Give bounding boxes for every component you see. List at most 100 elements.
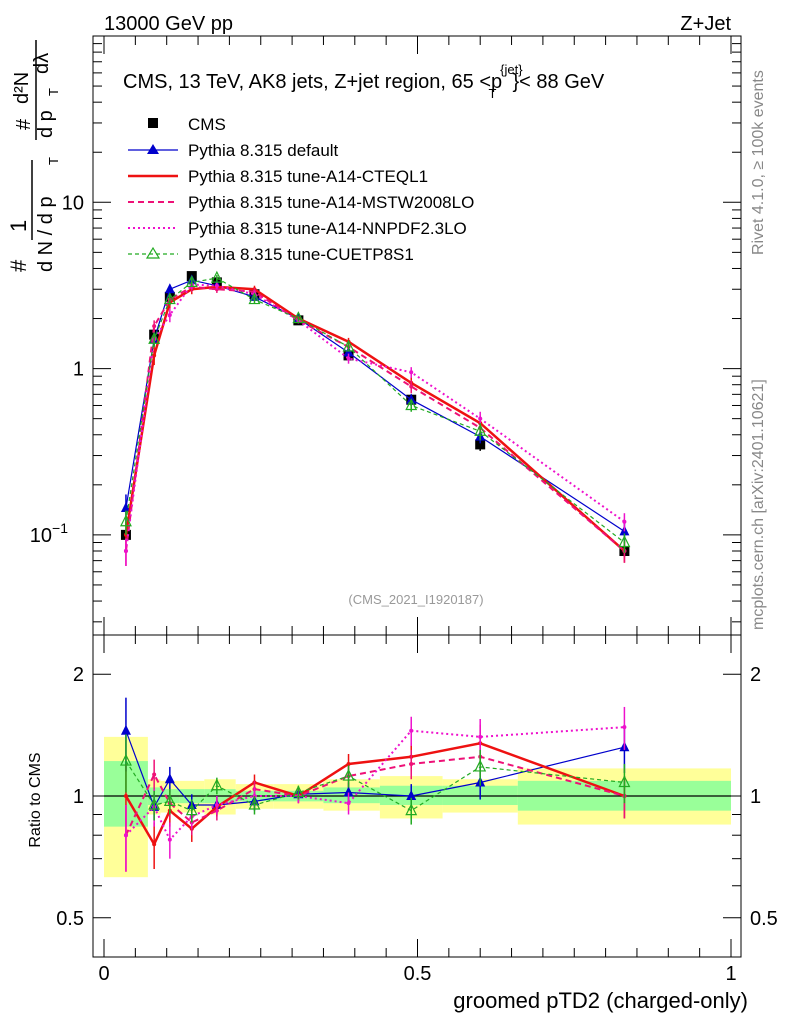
ratio-point-cuetp8s1 — [163, 794, 176, 806]
ylabel-dpt-sub: T — [46, 88, 61, 96]
ratio-point-cuetp8s1 — [292, 785, 305, 798]
legend-label-nnpdf: Pythia 8.315 tune-A14-NNPDF2.3LO — [188, 219, 467, 238]
ylabel-dpt: d p — [35, 110, 57, 138]
x-axis-label: groomed pTD2 (charged-only) — [453, 988, 748, 1013]
data-point-mstw — [409, 384, 414, 389]
ratio-point-cuetp8s1 — [119, 753, 132, 766]
legend-label-default: Pythia 8.315 default — [188, 141, 339, 160]
data-point-cuetp8s1 — [148, 331, 161, 344]
mcplots-label: mcplots.cern.ch [arXiv:2401.10621] — [750, 379, 767, 630]
ylabel-dn-sub: T — [46, 157, 61, 165]
main-y-tick-label: 10−1 — [30, 520, 68, 547]
plot-title-tail: }< 88 GeV — [513, 71, 605, 93]
data-point-cteql1 — [152, 353, 157, 358]
legend-marker-cuetp8s1 — [145, 246, 161, 259]
ratio-y-tick-label-right: 2 — [750, 664, 761, 686]
data-point-nnpdf — [167, 313, 172, 318]
plot-title-main: CMS, 13 TeV, AK8 jets, Z+jet region, 65 … — [123, 71, 502, 93]
legend-label-cms: CMS — [188, 115, 226, 134]
energy-label: 13000 GeV pp — [104, 13, 233, 35]
series-line-cuetp8s1 — [125, 277, 625, 543]
legend: CMS Pythia 8.315 default Pythia 8.315 tu… — [128, 115, 474, 264]
data-point-cuetp8s1 — [405, 398, 418, 411]
data-point-default — [164, 283, 175, 294]
data-point-cuetp8s1 — [163, 292, 176, 305]
main-y-tick-label: 10 — [62, 192, 84, 214]
ratio-point-nnpdf — [214, 803, 219, 808]
ratio-y-tick-label-right: 1 — [750, 786, 761, 808]
data-point-mstw — [152, 324, 157, 329]
ratio-y-tick-label: 0.5 — [56, 908, 84, 930]
plot-title-sub: T — [489, 86, 497, 101]
ratio-y-tick-label: 1 — [73, 786, 84, 808]
ratio-point-default — [343, 786, 354, 797]
ratio-point-cuetp8s1 — [474, 759, 487, 772]
data-point-nnpdf — [346, 356, 351, 361]
ratio-point-cuetp8s1 — [405, 803, 418, 816]
data-point-cms — [475, 439, 486, 450]
ylabel-d2n: d²N — [11, 72, 33, 104]
plot-title-sup: {jet} — [500, 62, 523, 77]
ratio-axis-ticks: 0.5 0.5 1 1 2 2 0 0.5 1 — [56, 635, 778, 985]
main-axis-ticks: 10−1 1 10 — [30, 36, 741, 635]
ratio-point-cteql1 — [123, 794, 128, 798]
data-point-nnpdf — [622, 519, 627, 524]
ylabel-hash: # — [6, 259, 31, 272]
main-y-axis-label: # 1 d N / d p T # d²N d p T dλ — [6, 40, 61, 272]
legend-label-cuetp8s1: Pythia 8.315 tune-CUETP8S1 — [188, 245, 414, 264]
ratio-point-cteql1 — [346, 761, 351, 766]
ratio-point-nnpdf — [167, 837, 172, 842]
legend-label-mstw: Pythia 8.315 tune-A14-MSTW2008LO — [188, 193, 474, 212]
ratio-point-mstw — [409, 761, 414, 766]
ratio-point-cteql1 — [152, 842, 157, 847]
data-point-nnpdf — [214, 283, 219, 288]
process-label: Z+Jet — [680, 13, 731, 35]
data-point-cuetp8s1 — [248, 292, 261, 305]
ylabel-dlambda: dλ — [31, 53, 53, 74]
ratio-line-mstw — [125, 755, 625, 836]
series-line-default — [125, 279, 625, 532]
data-point-cuetp8s1 — [342, 339, 355, 352]
data-point-cuetp8s1 — [618, 535, 631, 548]
data-point-cuetp8s1 — [474, 423, 487, 436]
data-point-cuetp8s1 — [292, 311, 305, 324]
data-point-default — [120, 502, 131, 513]
ratio-point-cuetp8s1 — [618, 775, 631, 788]
ratio-point-cuetp8s1 — [148, 797, 161, 810]
series-line-mstw — [124, 285, 626, 552]
legend-label-cteql1: Pythia 8.315 tune-A14-CTEQL1 — [188, 167, 428, 186]
main-data-marks — [119, 270, 631, 566]
data-point-nnpdf — [409, 370, 414, 375]
ratio-point-nnpdf — [478, 734, 483, 739]
ratio-y-axis-label: Ratio to CMS — [27, 752, 44, 847]
ratio-point-cuetp8s1 — [248, 797, 261, 810]
ylabel-dn: d N / d p — [35, 196, 57, 272]
ratio-point-nnpdf — [346, 801, 351, 806]
ylabel-one: 1 — [6, 220, 31, 232]
ratio-point-cuetp8s1 — [185, 803, 198, 816]
ratio-point-nnpdf — [622, 725, 627, 730]
data-point-nnpdf — [123, 548, 128, 553]
ratio-point-nnpdf — [409, 728, 414, 733]
data-point-cuetp8s1 — [210, 270, 223, 283]
x-tick-label: 1 — [725, 963, 736, 985]
ratio-point-default — [164, 773, 175, 784]
ratio-point-mstw — [152, 772, 157, 777]
legend-marker-default — [147, 144, 159, 154]
ratio-y-tick-label-right: 0.5 — [750, 908, 778, 930]
plot-title: CMS, 13 TeV, AK8 jets, Z+jet region, 65 … — [123, 62, 605, 101]
analysis-id: (CMS_2021_I1920187) — [348, 592, 483, 607]
main-y-tick-label: 1 — [73, 359, 84, 381]
ratio-y-tick-label: 2 — [73, 664, 84, 686]
x-tick-label: 0 — [98, 963, 109, 985]
data-point-cuetp8s1 — [185, 275, 198, 287]
ratio-data-marks — [119, 697, 631, 872]
data-point-nnpdf — [478, 416, 483, 421]
ratio-point-cuetp8s1 — [210, 778, 223, 791]
data-point-cuetp8s1 — [119, 514, 132, 527]
legend-marker-cms — [148, 118, 158, 128]
ratio-point-default — [406, 790, 417, 800]
ratio-point-nnpdf — [123, 833, 128, 838]
rivet-version-label: Rivet 4.1.0, ≥ 100k events — [750, 70, 767, 255]
